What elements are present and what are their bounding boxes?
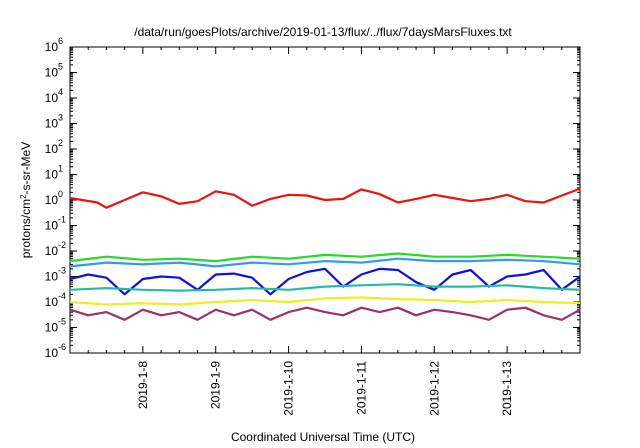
- y-tick-label: 10: [45, 244, 59, 258]
- y-tick-label: 10: [45, 142, 59, 156]
- y-tick-label: 10: [45, 219, 59, 233]
- y-tick-label: 10: [45, 91, 59, 105]
- series-lines: [69, 187, 581, 321]
- y-tick-label: 10: [45, 193, 59, 207]
- series-line-6: [69, 296, 581, 306]
- y-axis-label: protons/cm2-s-sr-MeV: [19, 142, 34, 258]
- y-tick-label: 10: [45, 66, 59, 80]
- x-tick-label: 2019-1-13: [500, 361, 514, 416]
- x-tick-label: 2019-1-11: [354, 361, 368, 415]
- series-line-1: [69, 187, 581, 209]
- y-tick-exponent: -3: [58, 266, 66, 276]
- y-tick-label: 10: [45, 270, 59, 284]
- series-line-2: [69, 252, 581, 263]
- y-tick-exponent: 0: [58, 189, 63, 199]
- y-tick-label: 10: [45, 321, 59, 335]
- y-tick-exponent: -5: [58, 317, 66, 327]
- y-tick-exponent: -6: [58, 342, 66, 352]
- x-tick-label: 2019-1-12: [427, 361, 441, 416]
- series-line-5: [69, 283, 581, 292]
- y-tick-exponent: -4: [58, 291, 66, 301]
- chart-title: /data/run/goesPlots/archive/2019-01-13/f…: [134, 25, 512, 39]
- y-tick-label: 10: [45, 117, 59, 131]
- x-tick-label: 2019-1-8: [136, 361, 150, 409]
- y-tick-label: 10: [45, 295, 59, 309]
- y-tick-label: 10: [45, 168, 59, 182]
- y-tick-exponent: 3: [58, 113, 63, 123]
- y-tick-exponent: -2: [58, 240, 66, 250]
- y-tick-exponent: 1: [58, 164, 63, 174]
- x-tick-label: 2019-1-10: [282, 361, 296, 416]
- y-tick-exponent: 2: [58, 138, 63, 148]
- x-tick-label: 2019-1-9: [209, 361, 223, 409]
- y-tick-exponent: 4: [58, 87, 63, 97]
- series-line-4: [69, 267, 581, 296]
- y-axis: 10 -610 -510 -410 -310 -210 -110 010 110 210 310 41…: [45, 36, 580, 360]
- y-tick-exponent: 5: [58, 62, 63, 72]
- series-line-3: [69, 257, 581, 268]
- x-axis-label: Coordinated Universal Time (UTC): [231, 430, 415, 444]
- y-tick-exponent: 6: [58, 36, 63, 46]
- y-tick-exponent: -1: [58, 215, 66, 225]
- y-tick-label: 10: [45, 346, 59, 360]
- series-line-7: [69, 306, 581, 321]
- y-tick-label: 10: [45, 40, 59, 54]
- x-axis: 2019-1-8 2019-1-9 2019-1-10 2019-1-11 2019-1…: [87, 47, 563, 416]
